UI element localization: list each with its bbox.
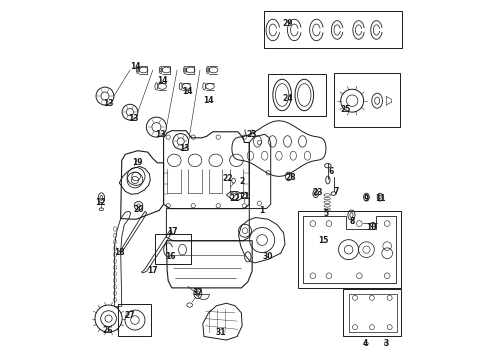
- Text: 2: 2: [240, 177, 245, 186]
- Text: 18: 18: [114, 248, 124, 257]
- Text: 13: 13: [155, 130, 165, 139]
- Bar: [155, 234, 191, 264]
- Text: 21: 21: [239, 192, 249, 201]
- Text: 23: 23: [312, 188, 322, 197]
- Text: 11: 11: [375, 194, 385, 203]
- Text: 23: 23: [246, 130, 257, 139]
- Bar: [334, 73, 400, 127]
- Bar: [268, 73, 326, 116]
- Bar: [118, 304, 151, 337]
- Bar: [348, 294, 397, 332]
- Text: 17: 17: [147, 266, 157, 275]
- Text: 14: 14: [157, 76, 168, 85]
- Text: 13: 13: [128, 114, 139, 123]
- Text: 29: 29: [282, 19, 293, 28]
- Text: 12: 12: [95, 198, 105, 207]
- Text: 7: 7: [334, 187, 339, 196]
- Text: 26: 26: [102, 326, 113, 335]
- Text: 3: 3: [384, 339, 389, 348]
- Text: 27: 27: [124, 311, 135, 320]
- Text: 15: 15: [318, 236, 328, 245]
- Bar: [298, 211, 401, 288]
- Text: 13: 13: [103, 99, 114, 108]
- Text: 4: 4: [363, 339, 368, 348]
- Text: 20: 20: [133, 205, 144, 214]
- Text: 8: 8: [349, 217, 355, 226]
- Text: 5: 5: [324, 210, 329, 219]
- Text: 6: 6: [328, 167, 333, 176]
- Text: 19: 19: [132, 158, 143, 167]
- Text: 14: 14: [130, 62, 141, 71]
- Text: 24: 24: [282, 94, 293, 103]
- Text: 10: 10: [367, 222, 377, 231]
- Bar: [264, 12, 402, 48]
- Text: 1: 1: [260, 206, 265, 215]
- Text: 32: 32: [193, 288, 203, 297]
- Text: 17: 17: [168, 227, 178, 236]
- Text: 25: 25: [341, 105, 351, 114]
- Text: 9: 9: [364, 194, 369, 203]
- Text: 30: 30: [263, 252, 273, 261]
- Text: 13: 13: [179, 144, 190, 153]
- Text: 16: 16: [166, 252, 176, 261]
- Text: 31: 31: [216, 328, 226, 337]
- Text: 14: 14: [182, 87, 193, 96]
- Text: 22: 22: [230, 194, 240, 203]
- Text: 14: 14: [203, 96, 214, 105]
- Text: 28: 28: [285, 173, 296, 182]
- Text: 22: 22: [222, 174, 232, 183]
